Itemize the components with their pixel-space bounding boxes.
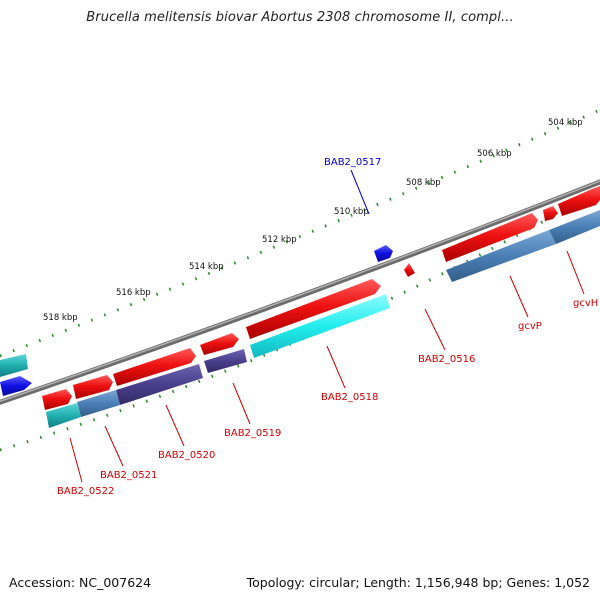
gene-BAB2_0520-forward[interactable]	[113, 348, 196, 386]
gene-BAB2_0518[interactable]	[250, 294, 390, 358]
map-title: Brucella melitensis biovar Abortus 2308 …	[86, 10, 514, 25]
gene-BAB2_0520[interactable]	[116, 364, 203, 405]
ruler-label: 504 kbp	[548, 118, 583, 128]
gene-BAB2_0519-forward[interactable]	[200, 333, 239, 355]
gene-label-BAB2_0520[interactable]: BAB2_0520	[158, 450, 215, 461]
chromosome-backbone	[0, 179, 600, 405]
gene-BAB2_0522-forward[interactable]	[42, 389, 72, 410]
gene-label-gcvP[interactable]: gcvP	[518, 321, 542, 332]
gene-BAB2_0519[interactable]	[204, 349, 247, 373]
forward-strand-genes	[0, 186, 600, 410]
leader-lines	[69, 169, 585, 483]
gene-label-BAB2_0516[interactable]: BAB2_0516	[418, 354, 475, 365]
gene-BAB2_0522[interactable]	[46, 403, 81, 428]
gene-label-BAB2_0522[interactable]: BAB2_0522	[57, 486, 114, 497]
gene-gcvH[interactable]	[549, 210, 600, 244]
gene-gcvH-forward[interactable]	[558, 186, 600, 216]
tick-band-outer	[0, 108, 600, 358]
gene-left-edge-blue[interactable]	[0, 376, 32, 396]
ruler-label: 508 kbp	[406, 178, 441, 188]
ruler-labels: 504 kbp 506 kbp 508 kbp 510 kbp 512 kbp …	[43, 118, 583, 323]
gene-gcvP-forward[interactable]	[442, 213, 538, 262]
gene-BAB2_0518-forward[interactable]	[246, 279, 381, 339]
ruler-label: 516 kbp	[116, 288, 151, 298]
gene-label-BAB2_0519[interactable]: BAB2_0519	[224, 428, 281, 439]
ruler-label: 518 kbp	[43, 313, 78, 323]
gene-left-edge-reverse[interactable]	[0, 354, 28, 377]
gene-labels: BAB2_0517 BAB2_0516 gcvP gcvH BAB2_0518 …	[57, 157, 598, 497]
gene-label-BAB2_0517[interactable]: BAB2_0517	[324, 157, 381, 168]
gene-gcvP[interactable]	[446, 230, 556, 282]
topology-summary: Topology: circular; Length: 1,156,948 bp…	[246, 575, 590, 590]
reverse-strand-genes	[0, 210, 600, 428]
accession-text: Accession: NC_007624	[9, 575, 152, 590]
ruler-label: 514 kbp	[189, 262, 224, 272]
gene-BAB2_0516[interactable]	[404, 263, 415, 277]
gene-label-BAB2_0521[interactable]: BAB2_0521	[100, 470, 157, 481]
gene-label-gcvH[interactable]: gcvH	[573, 298, 598, 309]
gene-label-BAB2_0518[interactable]: BAB2_0518	[321, 392, 378, 403]
gene-small-forward-1[interactable]	[543, 206, 558, 221]
gene-BAB2_0521-forward[interactable]	[73, 375, 113, 399]
ruler-label: 512 kbp	[262, 235, 297, 245]
gene-BAB2_0521[interactable]	[77, 390, 120, 417]
ruler-label: 506 kbp	[477, 149, 512, 159]
gene-BAB2_0517[interactable]	[374, 245, 393, 262]
ruler-label: 510 kbp	[334, 207, 369, 217]
